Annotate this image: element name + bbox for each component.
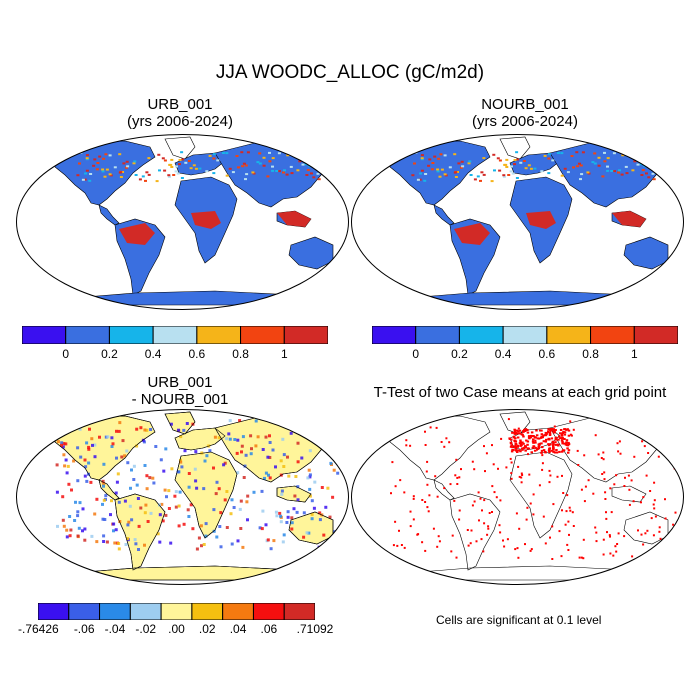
colorbar-swatch	[633, 326, 678, 344]
colorbar-swatch	[546, 326, 592, 344]
colorbar-swatch	[191, 603, 224, 620]
colorbar-swatch	[252, 603, 285, 620]
colorbar-swatch	[222, 603, 254, 620]
colorbar-label: 0	[62, 347, 70, 361]
panel-diff-title-line1: URB_001	[147, 374, 213, 391]
colorbar-swatch	[196, 326, 242, 344]
panel-ttest-title: T-Test of two Case means at each grid po…	[373, 384, 667, 401]
colorbar-label: .04	[229, 622, 247, 636]
colorbar-label: -.04	[104, 622, 126, 636]
colorbar-swatch	[590, 326, 635, 344]
colorbar-swatch	[68, 603, 101, 620]
map-ttest	[351, 409, 684, 585]
colorbar-label: 1	[280, 347, 288, 361]
colorbar-urb	[22, 326, 328, 344]
colorbar-label: .06	[260, 622, 278, 636]
colorbar-diff	[38, 603, 315, 620]
panel-urb-title: URB_001 (yrs 2006-2024)	[20, 96, 340, 130]
colorbar-swatch	[458, 326, 504, 344]
main-title: JJA WOODC_ALLOC (gC/m2d)	[215, 62, 485, 83]
colorbar-swatch	[415, 326, 460, 344]
significance-note: Cells are significant at 0.1 level	[436, 613, 602, 627]
panel-urb-title-line2: (yrs 2006-2024)	[127, 113, 233, 130]
map-diff	[16, 409, 349, 585]
colorbar-swatch	[502, 326, 548, 344]
colorbar-label: 0.4	[144, 347, 162, 361]
colorbar-label: -.02	[135, 622, 157, 636]
colorbar-swatch	[152, 326, 198, 344]
map-urb	[16, 134, 349, 310]
colorbar-label: 0.4	[494, 347, 512, 361]
colorbar-swatch	[240, 326, 285, 344]
colorbar-swatch	[283, 326, 328, 344]
colorbar-swatch	[65, 326, 110, 344]
colorbar-label: 0.8	[582, 347, 599, 361]
colorbar-label: 0.6	[538, 347, 556, 361]
colorbar-label: -.76426	[18, 622, 59, 636]
colorbar-swatch	[160, 603, 193, 620]
colorbar-label: .71092	[296, 622, 334, 636]
colorbar-label: 0.6	[188, 347, 206, 361]
colorbar-label: -.06	[73, 622, 95, 636]
colorbar-swatch	[22, 326, 67, 344]
colorbar-swatch	[99, 603, 131, 620]
map-nourb	[351, 134, 684, 310]
colorbar-label: .00	[168, 622, 185, 636]
colorbar-label: 1	[630, 347, 638, 361]
colorbar-swatch	[108, 326, 154, 344]
panel-diff-title-line2: - NOURB_001	[131, 391, 229, 408]
panel-urb-title-line1: URB_001	[147, 96, 213, 113]
colorbar-swatch	[129, 603, 162, 620]
colorbar-label: 0.2	[101, 347, 118, 361]
panel-diff-title: URB_001 - NOURB_001	[20, 374, 340, 408]
colorbar-swatch	[283, 603, 315, 620]
colorbar-label: .02	[198, 622, 216, 636]
panel-nourb-title-line2: (yrs 2006-2024)	[472, 113, 578, 130]
panel-nourb-title: NOURB_001 (yrs 2006-2024)	[365, 96, 685, 130]
panel-nourb-title-line1: NOURB_001	[481, 96, 569, 113]
colorbar-swatch	[38, 603, 70, 620]
colorbar-label: 0.2	[451, 347, 468, 361]
colorbar-swatch	[372, 326, 417, 344]
colorbar-label: 0	[412, 347, 420, 361]
colorbar-nourb	[372, 326, 678, 344]
colorbar-label: 0.8	[232, 347, 249, 361]
